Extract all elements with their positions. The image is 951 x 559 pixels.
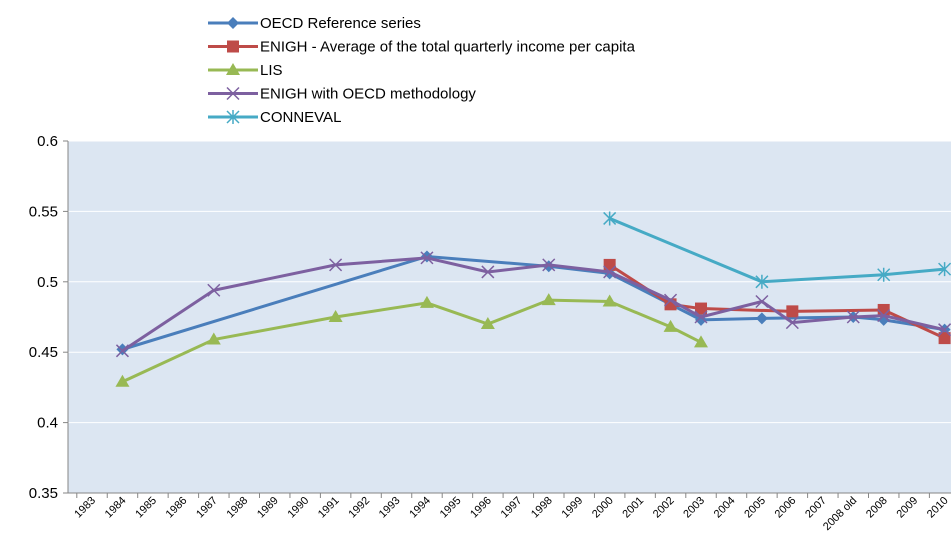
legend-label: OECD Reference series: [260, 15, 421, 32]
x-tick-label: 2009: [894, 495, 920, 521]
marker: [877, 267, 891, 282]
marker: [420, 251, 434, 265]
marker: [786, 305, 799, 318]
x-tick-label: 1989: [255, 495, 281, 521]
y-tick-label: 0.35: [29, 485, 58, 502]
marker: [226, 63, 240, 75]
x-tick-label: 1983: [72, 495, 98, 521]
marker: [695, 302, 707, 315]
series: [115, 251, 951, 358]
marker: [206, 332, 221, 345]
series-line: [609, 217, 945, 284]
marker: [419, 295, 434, 308]
legend-label: LIS: [260, 62, 283, 79]
y-tick-label: 0.5: [37, 274, 58, 291]
x-tick-label: 2003: [681, 495, 707, 521]
x-tick-label: 1988: [225, 495, 251, 521]
x-tick-label: 1998: [529, 495, 555, 521]
marker: [603, 211, 617, 226]
x-tick-label: 2010: [925, 495, 951, 521]
marker: [227, 17, 239, 29]
x-tick-label: 1997: [499, 495, 525, 521]
marker: [541, 293, 556, 306]
x-tick-label: 1991: [316, 495, 342, 521]
marker: [481, 265, 495, 279]
legend-label: CONNEVAL: [260, 109, 341, 126]
marker: [542, 258, 556, 272]
x-tick-label: 2008: [864, 495, 890, 521]
series: [115, 293, 708, 387]
marker: [602, 294, 617, 307]
x-tick-label: 1986: [164, 495, 190, 521]
marker: [226, 110, 240, 124]
marker: [480, 317, 495, 330]
marker: [846, 310, 860, 324]
y-tick-label: 0.55: [29, 203, 58, 220]
x-tick-label: 1993: [377, 495, 403, 521]
series: [603, 258, 951, 345]
marker: [938, 262, 951, 277]
marker: [755, 312, 768, 325]
marker: [227, 40, 239, 53]
marker: [938, 323, 951, 337]
x-tick-label: 2008 old: [821, 495, 859, 533]
marker: [207, 283, 221, 297]
marker: [603, 258, 616, 271]
x-tick-label: 2001: [620, 495, 646, 521]
x-tick-label: 1985: [133, 495, 159, 521]
marker: [785, 316, 799, 330]
marker: [328, 310, 343, 322]
marker: [115, 344, 129, 358]
x-tick-label: 2000: [590, 495, 616, 521]
series-line: [608, 263, 946, 340]
x-tick-label: 1994: [407, 495, 433, 521]
x-tick-label: 2005: [742, 495, 768, 521]
marker: [755, 274, 769, 289]
marker: [755, 294, 769, 309]
marker: [664, 293, 678, 307]
x-tick-label: 1992: [346, 495, 372, 521]
legend-label: ENIGH with OECD methodology: [260, 86, 476, 103]
x-tick-label: 2004: [712, 495, 738, 521]
marker: [603, 265, 617, 279]
marker: [115, 374, 130, 387]
x-tick-label: 1984: [103, 495, 129, 521]
marker: [877, 309, 891, 323]
marker: [663, 319, 678, 332]
x-tick-label: 1999: [560, 495, 586, 521]
x-tick-label: 1987: [194, 495, 220, 521]
legend-label: ENIGH - Average of the total quarterly i…: [260, 39, 636, 56]
marker: [226, 86, 240, 101]
marker: [329, 258, 343, 272]
x-tick-label: 1996: [468, 495, 494, 521]
series-line: [121, 256, 945, 353]
marker: [938, 332, 951, 345]
marker: [694, 310, 708, 324]
x-tick-label: 1990: [285, 495, 311, 521]
x-tick-label: 1995: [438, 495, 464, 521]
x-tick-label: 2006: [773, 495, 799, 521]
y-tick-label: 0.4: [37, 415, 58, 432]
y-tick-label: 0.6: [37, 133, 58, 150]
x-tick-label: 2002: [651, 495, 677, 521]
y-tick-label: 0.45: [29, 344, 58, 361]
marker: [694, 335, 708, 348]
x-tick-label: 2007: [803, 495, 829, 521]
series: [603, 211, 951, 289]
